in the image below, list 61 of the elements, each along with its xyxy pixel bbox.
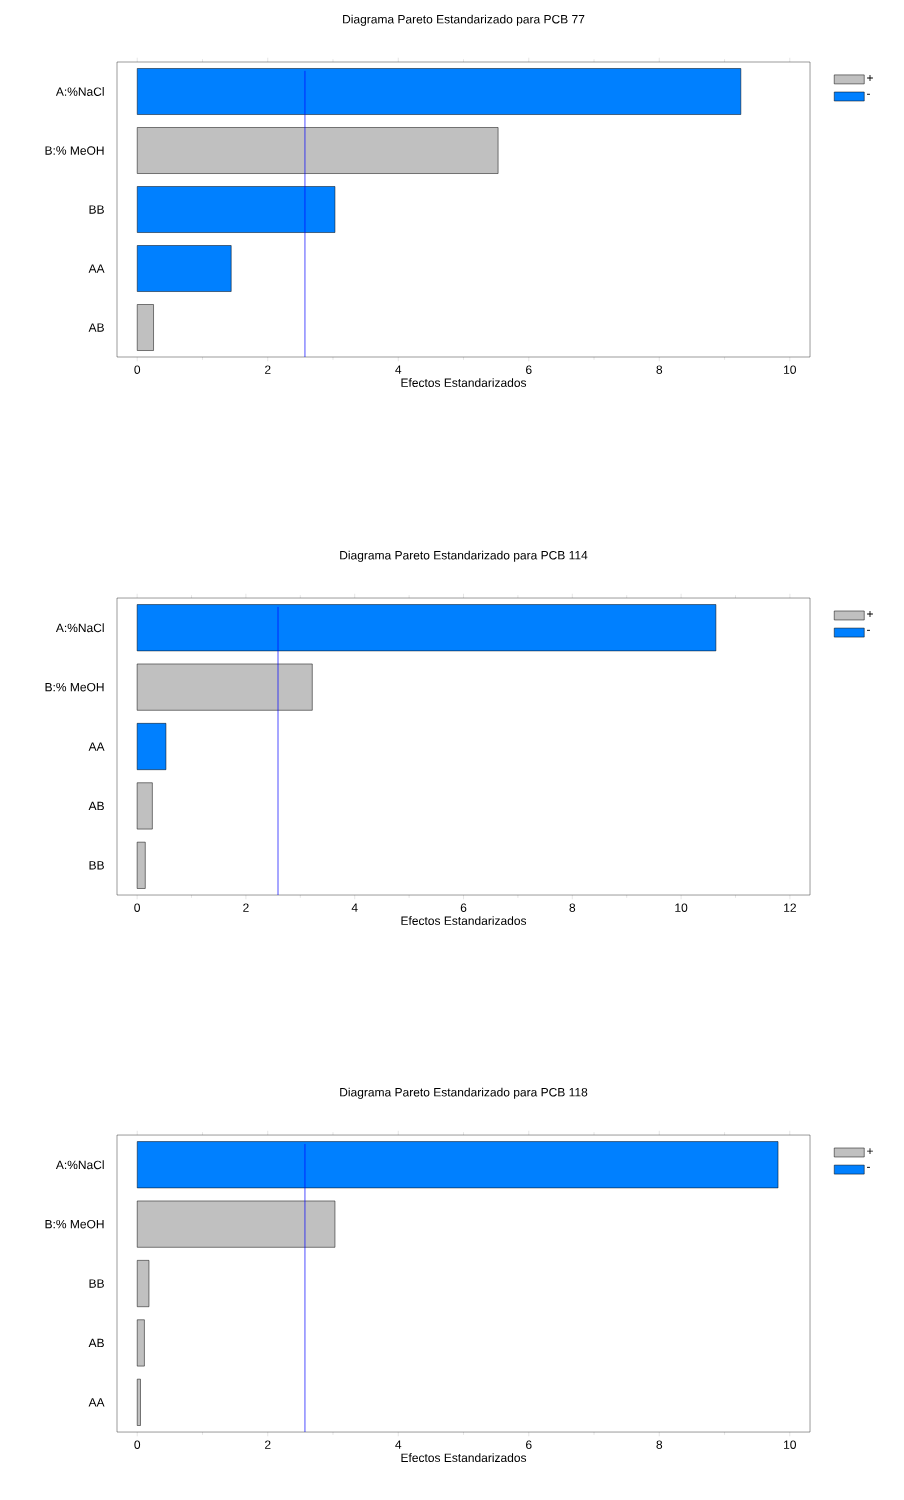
x-tick-label: 8 bbox=[656, 1440, 663, 1449]
y-tick-label: AB bbox=[88, 1338, 104, 1348]
y-tick-label: AA bbox=[88, 264, 105, 273]
bar bbox=[136, 1260, 150, 1307]
legend-label: + bbox=[867, 611, 873, 617]
legend-label: - bbox=[867, 1166, 870, 1168]
bar bbox=[136, 245, 232, 292]
y-tick-label: AB bbox=[88, 801, 104, 811]
chart-title: Diagrama Pareto Estandarizado para PCB 77 bbox=[343, 14, 585, 26]
x-tick-label: 12 bbox=[784, 903, 796, 912]
y-tick-label: A:%NaCl bbox=[55, 623, 104, 633]
bar bbox=[136, 1319, 145, 1367]
y-tick-label: A:%NaCl bbox=[55, 87, 104, 96]
x-tick-label: 10 bbox=[675, 903, 688, 912]
legend-label: + bbox=[867, 75, 873, 81]
bar bbox=[136, 304, 154, 351]
legend-label: + bbox=[867, 1148, 873, 1154]
bar bbox=[136, 127, 499, 174]
y-tick-label: AB bbox=[88, 323, 104, 332]
x-axis-title: Efectos Estandarizados bbox=[401, 378, 527, 387]
x-tick-label: 0 bbox=[134, 1440, 141, 1449]
y-tick-label: B:% MeOH bbox=[45, 682, 104, 692]
bar bbox=[136, 841, 146, 889]
bar bbox=[136, 186, 336, 233]
x-tick-label: 0 bbox=[134, 903, 140, 912]
x-tick-label: 4 bbox=[395, 365, 402, 374]
x-tick-label: 2 bbox=[265, 365, 271, 374]
bar bbox=[136, 663, 313, 711]
x-axis-title: Efectos Estandarizados bbox=[401, 916, 527, 925]
legend-label: - bbox=[867, 93, 870, 95]
x-tick-label: 8 bbox=[569, 903, 576, 912]
y-tick-label: A:%NaCl bbox=[55, 1160, 104, 1170]
y-tick-label: B:% MeOH bbox=[45, 146, 104, 155]
y-tick-label: BB bbox=[89, 861, 104, 870]
x-tick-label: 2 bbox=[243, 903, 249, 912]
y-tick-label: B:% MeOH bbox=[45, 1219, 104, 1229]
chart-title: Diagrama Pareto Estandarizado para PCB 114 bbox=[340, 550, 588, 562]
bar bbox=[136, 1378, 141, 1426]
chart-title: Diagrama Pareto Estandarizado para PCB 118 bbox=[340, 1087, 588, 1099]
bar bbox=[136, 604, 717, 652]
legend-label: - bbox=[867, 629, 870, 631]
x-tick-label: 6 bbox=[460, 903, 467, 912]
x-tick-label: 10 bbox=[784, 1440, 796, 1449]
y-tick-label: BB bbox=[89, 205, 104, 214]
x-tick-label: 6 bbox=[526, 365, 532, 374]
x-tick-label: 8 bbox=[656, 365, 663, 374]
bar bbox=[136, 1200, 336, 1248]
bar bbox=[136, 68, 742, 115]
x-tick-label: 10 bbox=[784, 365, 796, 374]
x-tick-label: 0 bbox=[134, 365, 141, 374]
x-tick-label: 6 bbox=[526, 1440, 532, 1449]
x-tick-label: 4 bbox=[351, 903, 358, 912]
bar bbox=[136, 782, 153, 830]
y-tick-label: AA bbox=[88, 1398, 105, 1407]
y-tick-label: AA bbox=[88, 742, 105, 751]
x-tick-label: 4 bbox=[395, 1440, 402, 1449]
x-axis-title: Efectos Estandarizados bbox=[401, 1453, 527, 1462]
y-tick-label: BB bbox=[89, 1279, 104, 1288]
x-tick-label: 2 bbox=[265, 1440, 271, 1449]
bar bbox=[136, 1141, 779, 1189]
bar bbox=[136, 723, 167, 770]
